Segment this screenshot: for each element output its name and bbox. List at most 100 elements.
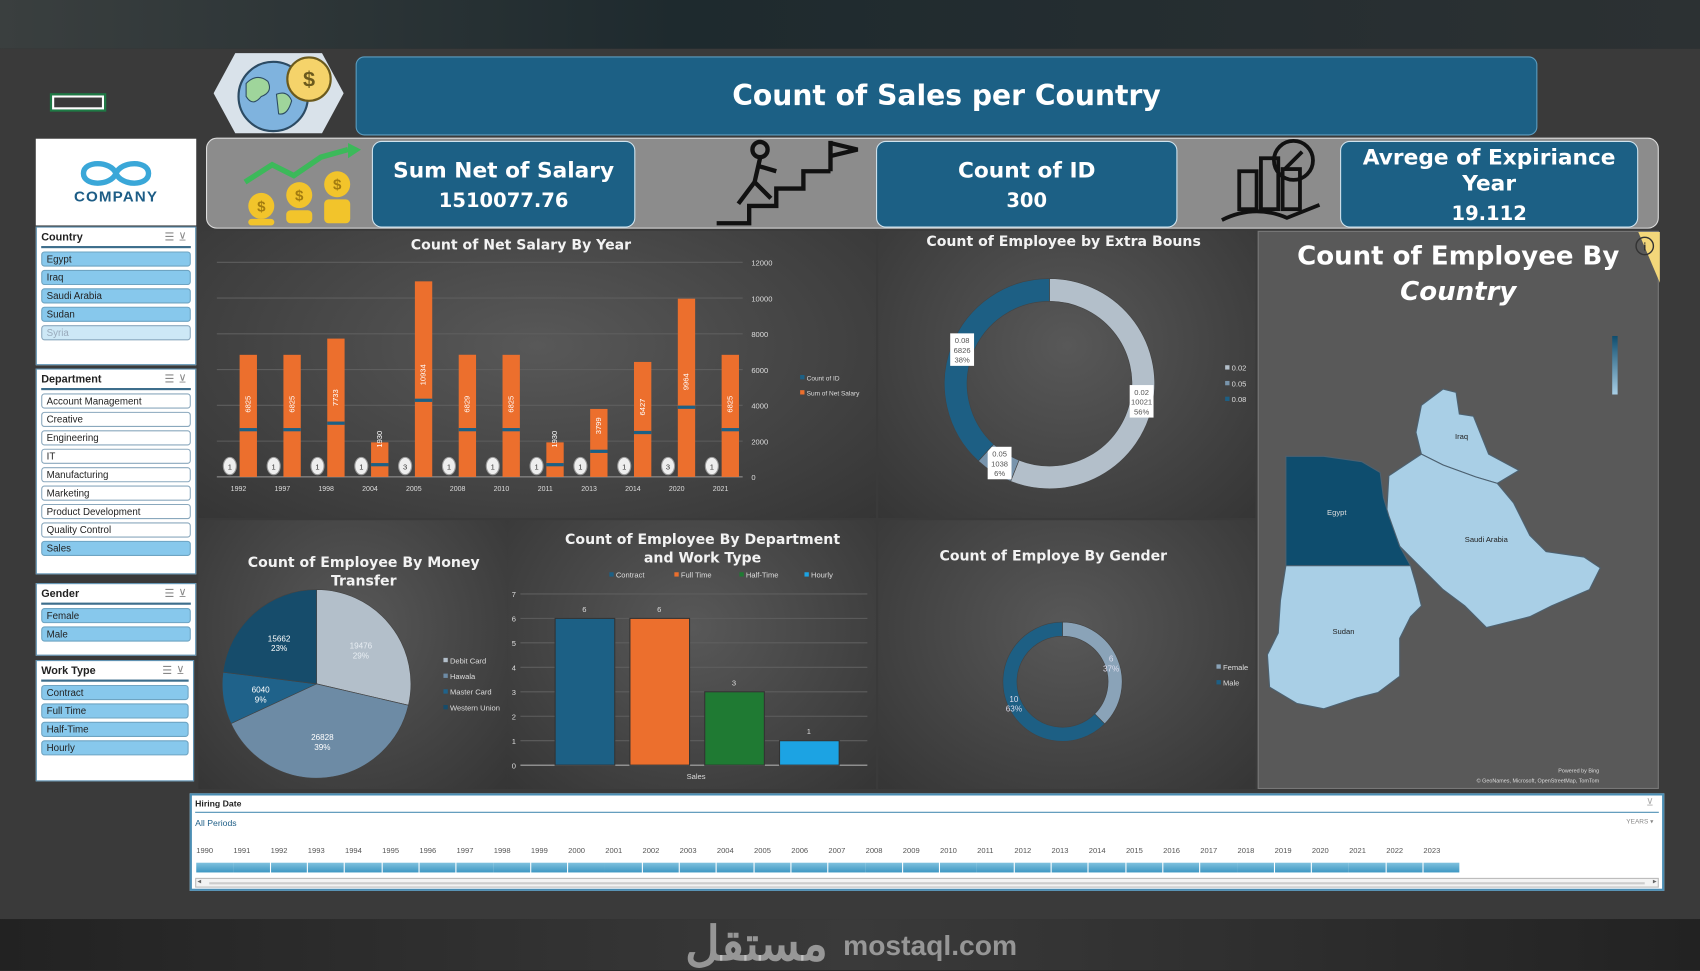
timeline-level-dropdown[interactable]: YEARS ▾ bbox=[1626, 819, 1654, 826]
timeline-year-bar[interactable] bbox=[344, 862, 382, 873]
timeline-year-bar[interactable] bbox=[1051, 862, 1088, 873]
timeline-year-bar[interactable] bbox=[1349, 862, 1386, 873]
timeline-year-bar[interactable] bbox=[1423, 862, 1460, 873]
count-marker bbox=[677, 405, 696, 409]
timeline-year-bar[interactable] bbox=[1311, 862, 1349, 873]
timeline-year-bar[interactable] bbox=[1386, 862, 1423, 873]
timeline-year-bar[interactable] bbox=[1274, 862, 1312, 873]
timeline-year-bar[interactable] bbox=[530, 862, 568, 873]
map-region-saudi-arabia[interactable] bbox=[1386, 453, 1601, 629]
multi-select-icon[interactable]: ☰ bbox=[164, 373, 179, 386]
bar-contract bbox=[554, 617, 616, 766]
timeline-year-bar[interactable] bbox=[270, 862, 307, 873]
timeline-year-bar[interactable] bbox=[642, 862, 679, 873]
map-region-sudan[interactable] bbox=[1266, 565, 1422, 710]
slicer-item[interactable]: Account Management bbox=[41, 393, 191, 409]
y-tick-label: 0 bbox=[512, 761, 516, 770]
timeline-year-bar[interactable] bbox=[456, 862, 493, 873]
slicer-item[interactable]: Contract bbox=[41, 684, 189, 701]
legend-swatch bbox=[1216, 680, 1221, 685]
multi-select-icon[interactable]: ☰ bbox=[162, 665, 177, 678]
timeline-year-bar[interactable] bbox=[865, 862, 902, 873]
timeline-year-bar[interactable] bbox=[382, 862, 419, 873]
slicer-item[interactable]: Male bbox=[41, 626, 191, 642]
x-tick-label: 1997 bbox=[275, 486, 291, 493]
slicer-item[interactable]: Saudi Arabia bbox=[41, 288, 191, 304]
timeline-year-bar[interactable] bbox=[977, 862, 1014, 873]
count-marker bbox=[327, 421, 345, 425]
legend-label: Half-Time bbox=[746, 571, 779, 580]
slicer-item[interactable]: Half-Time bbox=[41, 721, 189, 737]
timeline-year-bar[interactable] bbox=[1014, 862, 1051, 873]
timeline-year-bar[interactable] bbox=[1237, 862, 1274, 873]
data-label: 6040 bbox=[252, 686, 271, 695]
clear-filter-icon[interactable]: ⊻ bbox=[176, 665, 189, 678]
slicer-item[interactable]: Manufacturing bbox=[41, 467, 191, 483]
bar-half-time bbox=[704, 691, 765, 766]
slicer-item[interactable]: Syria bbox=[41, 325, 191, 341]
slicer-item[interactable]: Sales bbox=[41, 540, 191, 556]
timeline-year-bar[interactable] bbox=[605, 862, 642, 873]
timeline-year-bar[interactable] bbox=[196, 862, 233, 873]
slicer-item[interactable]: Engineering bbox=[41, 430, 191, 446]
data-label: 26828 bbox=[311, 733, 334, 742]
data-label: 6 bbox=[1109, 655, 1114, 664]
timeline-hiring-date[interactable]: Hiring Date ⊻ All Periods YEARS ▾ 1990 19… bbox=[189, 793, 1665, 891]
slicer-item[interactable]: Quality Control bbox=[41, 522, 191, 538]
timeline-year-bar[interactable] bbox=[828, 862, 865, 873]
slicer-item[interactable]: Egypt bbox=[41, 251, 191, 267]
timeline-year-bar[interactable] bbox=[233, 862, 270, 873]
slicer-item[interactable]: Product Development bbox=[41, 503, 191, 520]
legend-swatch bbox=[1225, 380, 1230, 386]
legend-label: 0.08 bbox=[1232, 395, 1247, 404]
slicer-item[interactable]: Marketing bbox=[41, 485, 191, 501]
timeline-year-label: 2001 bbox=[605, 847, 623, 856]
timeline-year-bar[interactable] bbox=[1200, 862, 1237, 873]
slicer-item[interactable]: Full Time bbox=[41, 703, 189, 719]
kpi-value: 1510077.76 bbox=[438, 189, 569, 212]
timeline-year-bar[interactable] bbox=[1125, 862, 1163, 873]
timeline-year-bar[interactable] bbox=[568, 862, 605, 873]
timeline-year-bar[interactable] bbox=[679, 862, 716, 873]
watermark-arabic: مستقل bbox=[685, 917, 828, 971]
clear-filter-icon[interactable]: ⊻ bbox=[178, 588, 191, 601]
slicer-item[interactable]: IT bbox=[41, 448, 191, 464]
multi-select-icon[interactable]: ☰ bbox=[164, 588, 179, 601]
kpi-label: Sum Net of Salary bbox=[393, 156, 615, 183]
slicer-title: Gender bbox=[41, 588, 80, 601]
slicer-item[interactable]: Sudan bbox=[41, 306, 191, 322]
kpi-average-experience: Avrege of Expiriance Year 19.112 bbox=[1340, 140, 1639, 228]
selected-cell[interactable] bbox=[49, 93, 107, 112]
slice-debit-card bbox=[316, 589, 412, 706]
timeline-year-bar[interactable] bbox=[1088, 862, 1126, 873]
x-tick-label: Sales bbox=[687, 772, 706, 781]
clear-filter-icon[interactable]: ⊻ bbox=[178, 231, 191, 244]
timeline-year-bar[interactable] bbox=[716, 862, 754, 873]
multi-select-icon[interactable]: ☰ bbox=[164, 231, 179, 244]
timeline-year-label: 1997 bbox=[456, 847, 474, 856]
timeline-year-bar[interactable] bbox=[1163, 862, 1200, 873]
timeline-scrollbar[interactable]: ◂ ▸ bbox=[195, 877, 1659, 888]
info-icon[interactable] bbox=[1635, 236, 1655, 256]
kpi-strip: $ $ $ Sum Net of Salary 1510077.76 Count of… bbox=[205, 137, 1659, 229]
timeline-year-bar[interactable] bbox=[493, 862, 531, 873]
clear-filter-icon[interactable]: ⊻ bbox=[1646, 796, 1654, 808]
timeline-year-bar[interactable] bbox=[940, 862, 977, 873]
timeline-year-bar[interactable] bbox=[754, 862, 791, 873]
country-map: i bbox=[1266, 231, 1660, 710]
timeline-year-bar[interactable] bbox=[791, 862, 828, 873]
slicer-item[interactable]: Female bbox=[41, 608, 191, 624]
timeline-year-bar[interactable] bbox=[419, 862, 456, 873]
info-corner[interactable] bbox=[1638, 231, 1660, 283]
svg-text:$: $ bbox=[257, 198, 266, 215]
slicer-item[interactable]: Hourly bbox=[41, 740, 189, 756]
data-label-box bbox=[950, 333, 975, 366]
slicer-item[interactable]: Iraq bbox=[41, 269, 191, 286]
slicer-item[interactable]: Creative bbox=[41, 411, 191, 428]
chart-gender: Count of Employe By Gender 6 37% 10 63% Fema… bbox=[878, 520, 1256, 790]
timeline-year-bar[interactable] bbox=[307, 862, 345, 873]
timeline-year-bar[interactable] bbox=[902, 862, 940, 873]
count-data-label: 1 bbox=[491, 462, 495, 471]
timeline-year-label: 1991 bbox=[233, 847, 251, 856]
clear-filter-icon[interactable]: ⊻ bbox=[178, 373, 191, 386]
